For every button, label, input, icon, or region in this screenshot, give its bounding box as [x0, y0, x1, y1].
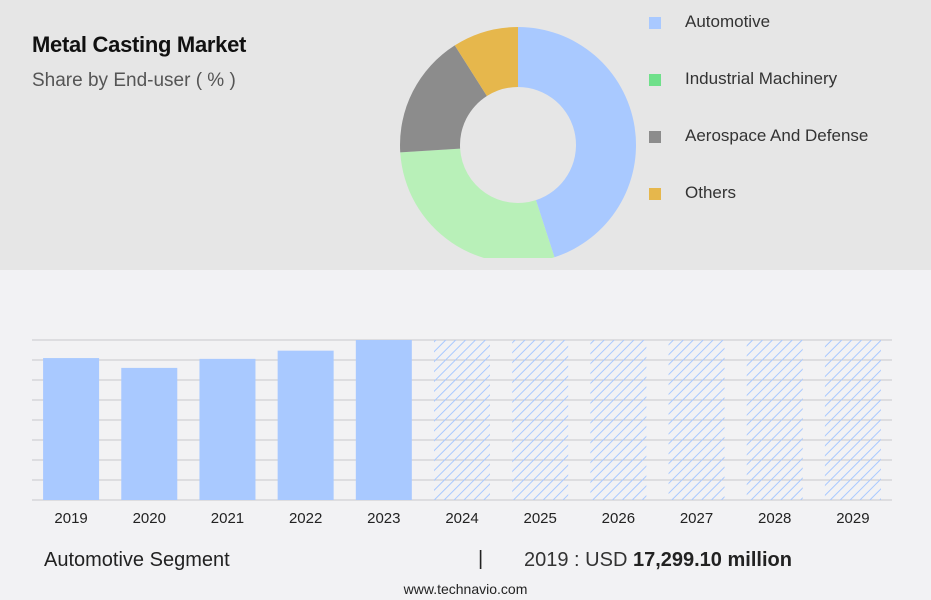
chart-subtitle: Share by End-user ( % ) [32, 70, 236, 91]
x-tick-2026: 2026 [602, 510, 635, 527]
donut-chart [400, 26, 637, 258]
bar-2023 [355, 340, 412, 500]
donut-slice-automotive [518, 27, 637, 258]
legend-item-aerospace-and-defense: Aerospace And Defense [649, 124, 929, 148]
x-tick-2020: 2020 [133, 510, 166, 527]
value-prefix: 2019 : USD [524, 549, 628, 571]
bar-2022 [277, 350, 334, 500]
x-tick-2025: 2025 [523, 510, 556, 527]
legend-item-automotive: Automotive [649, 10, 929, 34]
x-tick-2029: 2029 [836, 510, 869, 527]
x-tick-2027: 2027 [680, 510, 713, 527]
x-tick-2021: 2021 [211, 510, 244, 527]
donut-slice-others [454, 26, 518, 97]
bar-2026 [590, 340, 647, 500]
x-tick-2022: 2022 [289, 510, 322, 527]
bar-2029 [824, 340, 881, 500]
legend-swatch [649, 131, 661, 143]
bar-2020 [121, 367, 178, 500]
footer-divider: | [478, 548, 484, 570]
chart-title: Metal Casting Market [32, 32, 247, 57]
bar-2025 [512, 340, 569, 500]
value-amount: 17,299.10 million [632, 549, 792, 571]
segment-label: Automotive Segment [44, 549, 230, 571]
segment-value: 2019 : USD 17,299.10 million [524, 549, 792, 572]
legend-item-industrial-machinery: Industrial Machinery [649, 67, 929, 91]
legend-swatch [649, 17, 661, 29]
donut-slice-industrial-machinery [400, 148, 555, 258]
x-tick-2024: 2024 [445, 510, 478, 527]
legend-label: Others [685, 183, 737, 202]
bar-2028 [746, 340, 803, 500]
x-tick-2019: 2019 [54, 510, 87, 527]
bar-2024 [434, 340, 490, 500]
source-url: www.technavio.com [403, 581, 528, 597]
legend-item-others: Others [649, 181, 929, 205]
bar-2021 [199, 358, 256, 500]
legend-swatch [649, 188, 661, 200]
legend-swatch [649, 74, 661, 86]
legend-label: Automotive [685, 12, 771, 31]
legend-label: Industrial Machinery [685, 69, 838, 88]
bar-2027 [668, 340, 725, 500]
bar-2019 [43, 358, 100, 500]
x-tick-2023: 2023 [367, 510, 400, 527]
x-tick-2028: 2028 [758, 510, 791, 527]
legend-label: Aerospace And Defense [685, 126, 869, 145]
donut-slice-aerospace-and-defense [400, 45, 487, 153]
bar-chart: 2019 2020 2021 2022 2023 2024 2025 2026 2027 2028… [32, 339, 892, 527]
